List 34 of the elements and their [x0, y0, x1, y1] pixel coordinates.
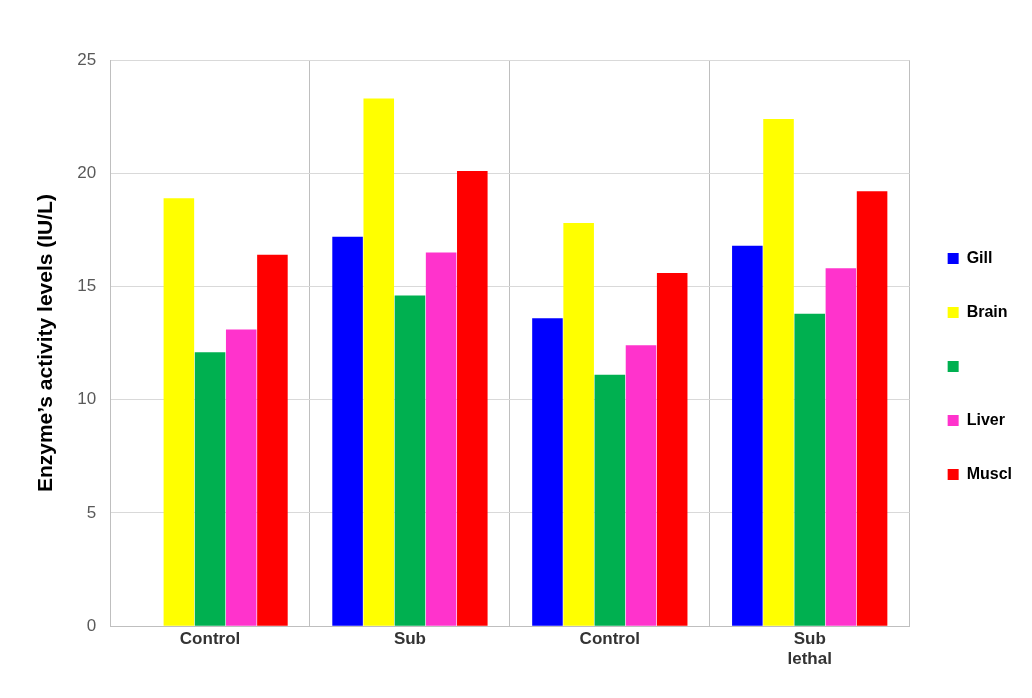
y-tick-label: 0 [86, 615, 97, 635]
legend-label: Brain [966, 302, 1008, 320]
legend-label: Liver [966, 410, 1005, 428]
bar [532, 318, 563, 626]
legend-label: Gill [966, 248, 993, 266]
bar [457, 170, 488, 626]
x-tick-label: Control [579, 629, 641, 649]
y-tick-label: 5 [86, 502, 97, 522]
x-tick-label: Sub lethal [787, 629, 832, 669]
y-tick-label: 10 [77, 389, 97, 409]
y-tick-label: 15 [77, 276, 97, 296]
bar [732, 245, 763, 626]
bar [163, 198, 195, 626]
bar [825, 268, 857, 626]
x-tick-label: Sub [393, 629, 426, 649]
bar [332, 236, 363, 626]
bar [763, 118, 794, 626]
bar [425, 252, 457, 626]
legend-label: Muscl [966, 464, 1012, 482]
bar [794, 313, 825, 626]
bar [225, 329, 257, 626]
y-tick-label: 25 [77, 49, 97, 69]
bar [656, 272, 688, 626]
bar [594, 374, 626, 626]
bar [625, 345, 657, 626]
bar [257, 254, 288, 626]
bar [394, 295, 426, 626]
x-tick-label: Control [179, 629, 241, 649]
y-axis-title: Enzyme’s activity levels (IU/L) [33, 194, 57, 493]
bar [856, 191, 888, 626]
bar [563, 223, 594, 626]
bar [194, 352, 226, 626]
y-tick-label: 20 [77, 162, 97, 182]
bar [363, 98, 395, 626]
